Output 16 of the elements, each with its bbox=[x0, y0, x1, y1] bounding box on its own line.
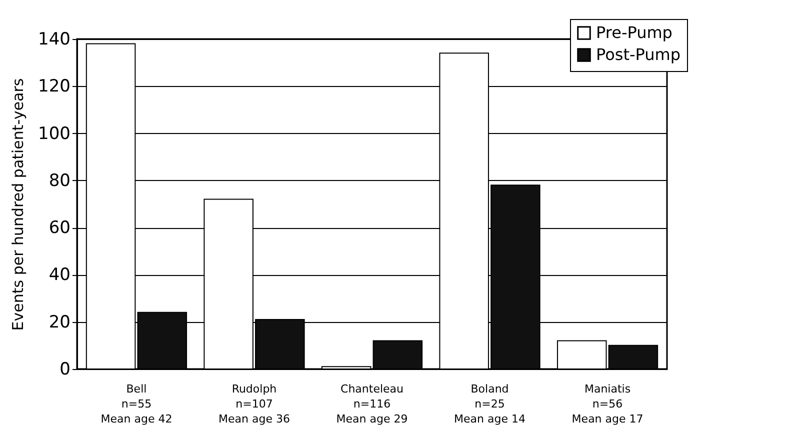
x-tick-label: Bell n=55 Mean age 42 bbox=[100, 382, 172, 426]
y-tick-label: 100 bbox=[38, 124, 70, 144]
y-tick-label: 120 bbox=[38, 76, 70, 97]
legend-label: Post-Pump bbox=[596, 45, 680, 64]
y-tick-label: 140 bbox=[38, 30, 70, 50]
y-tick-label: 0 bbox=[60, 360, 70, 380]
y-axis-title: Events per hundred patient-years bbox=[9, 78, 28, 331]
legend-label: Pre-Pump bbox=[596, 23, 672, 42]
x-tick-label: Boland n=25 Mean age 14 bbox=[454, 382, 526, 426]
x-tick-label: Rudolph n=107 Mean age 36 bbox=[218, 382, 290, 426]
y-tick-label: 60 bbox=[48, 218, 70, 238]
x-tick-label: Maniatis n=56 Mean age 17 bbox=[572, 382, 644, 426]
x-tick-label: Chanteleau n=116 Mean age 29 bbox=[336, 382, 408, 426]
y-tick-label: 20 bbox=[48, 312, 70, 332]
y-tick-label: 40 bbox=[48, 265, 70, 286]
y-tick-label: 80 bbox=[48, 170, 70, 191]
